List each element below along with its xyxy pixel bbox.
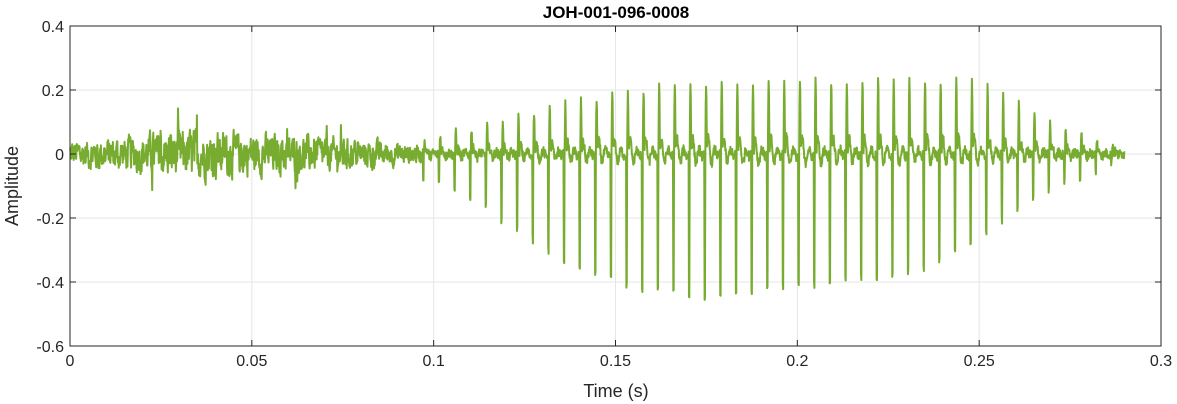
y-tick-label: -0.2 [36, 211, 64, 228]
y-tick-label: 0.4 [42, 19, 64, 36]
y-tick-label: 0.2 [42, 83, 64, 100]
ticks: 0 0.05 0.1 0.15 0.2 0.25 0.3 -0.6 -0.4 -0.2 0 0.2 0.… [36, 19, 1172, 370]
grid [69, 25, 1162, 347]
y-tick-label: 0 [55, 147, 64, 164]
x-tick-label: 0 [66, 353, 75, 370]
plot-area [69, 76, 1126, 301]
x-tick-label: 0.1 [423, 353, 445, 370]
y-tick-label: -0.6 [36, 339, 64, 356]
x-axis-label: Time (s) [583, 381, 648, 401]
series-line [69, 76, 1126, 301]
x-tick-label: 0.15 [600, 353, 631, 370]
x-tick-label: 0.3 [1150, 353, 1172, 370]
x-tick-label: 0.2 [786, 353, 808, 370]
x-tick-label: 0.25 [964, 353, 995, 370]
x-tick-label: 0.05 [236, 353, 267, 370]
y-axis-label: Amplitude [2, 146, 22, 226]
chart-title: JOH-001-096-0008 [543, 3, 689, 22]
y-tick-label: -0.4 [36, 275, 64, 292]
